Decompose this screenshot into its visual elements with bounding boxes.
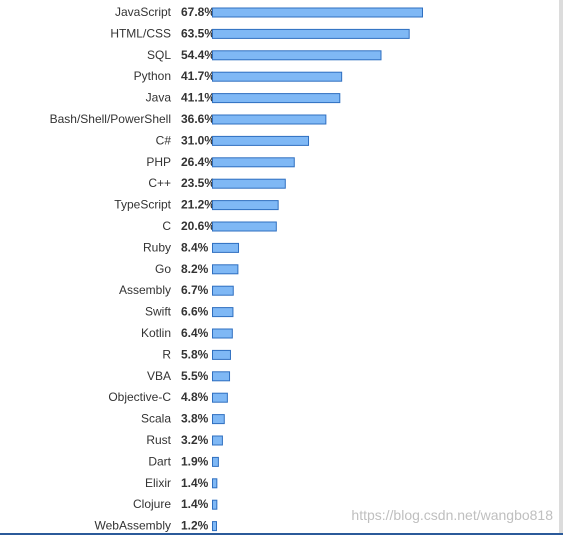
- bar: [212, 221, 277, 232]
- bar: [212, 435, 223, 446]
- category-label: SQL: [147, 48, 171, 62]
- right-border: [559, 0, 563, 535]
- watermark-text: https://blog.csdn.net/wangbo818: [351, 507, 553, 523]
- bar: [212, 7, 423, 18]
- bar: [212, 478, 218, 489]
- value-label: 8.4%: [181, 240, 209, 254]
- value-label: 21.2%: [181, 198, 215, 212]
- bar: [212, 307, 234, 318]
- category-label: Assembly: [119, 283, 171, 297]
- bar: [212, 264, 239, 275]
- value-label: 4.8%: [181, 390, 209, 404]
- value-label: 5.8%: [181, 347, 209, 361]
- bar: [212, 414, 225, 425]
- bar: [212, 178, 286, 189]
- category-label: Java: [146, 91, 172, 105]
- bar: [212, 242, 240, 253]
- category-label: Rust: [146, 433, 171, 447]
- bar: [212, 328, 233, 339]
- category-label: VBA: [147, 369, 171, 383]
- category-label: HTML/CSS: [110, 26, 171, 40]
- bar: [212, 93, 341, 104]
- category-label: Elixir: [145, 476, 171, 490]
- category-label: Dart: [148, 454, 171, 468]
- value-label: 8.2%: [181, 262, 209, 276]
- category-label: Ruby: [143, 240, 171, 254]
- category-label: Bash/Shell/PowerShell: [50, 112, 171, 126]
- category-label: Clojure: [133, 497, 171, 511]
- category-label: JavaScript: [115, 5, 172, 19]
- value-label: 6.7%: [181, 283, 209, 297]
- category-label: PHP: [146, 155, 171, 169]
- bar: [212, 28, 410, 39]
- value-label: 5.5%: [181, 369, 209, 383]
- bar: [212, 392, 228, 403]
- value-label: 41.1%: [181, 91, 215, 105]
- value-label: 3.2%: [181, 433, 209, 447]
- bar: [212, 135, 310, 146]
- bar: [212, 285, 234, 296]
- bar: [212, 349, 231, 360]
- value-label: 54.4%: [181, 48, 215, 62]
- value-label: 1.4%: [181, 476, 209, 490]
- category-label: TypeScript: [114, 198, 171, 212]
- value-label: 6.4%: [181, 326, 209, 340]
- bar: [212, 71, 343, 82]
- category-label: C: [162, 219, 171, 233]
- category-label: Go: [155, 262, 171, 276]
- bar: [212, 521, 217, 532]
- value-label: 1.9%: [181, 454, 209, 468]
- value-label: 20.6%: [181, 219, 215, 233]
- bar: [212, 200, 279, 211]
- value-label: 26.4%: [181, 155, 215, 169]
- bar: [212, 157, 295, 168]
- value-label: 1.4%: [181, 497, 209, 511]
- value-label: 6.6%: [181, 305, 209, 319]
- value-label: 41.7%: [181, 69, 215, 83]
- value-label: 1.2%: [181, 519, 209, 533]
- value-label: 63.5%: [181, 26, 215, 40]
- bar: [212, 456, 219, 467]
- bottom-border: [0, 533, 563, 535]
- category-label: Swift: [145, 305, 172, 319]
- category-label: Scala: [141, 412, 171, 426]
- bar: [212, 499, 218, 510]
- value-label: 36.6%: [181, 112, 215, 126]
- category-label: WebAssembly: [95, 519, 171, 533]
- category-label: Kotlin: [141, 326, 171, 340]
- category-label: R: [162, 347, 171, 361]
- bar: [212, 50, 382, 61]
- value-label: 23.5%: [181, 176, 215, 190]
- value-label: 31.0%: [181, 133, 215, 147]
- category-label: Python: [134, 69, 171, 83]
- bar: [212, 371, 231, 382]
- value-label: 3.8%: [181, 412, 209, 426]
- category-label: C#: [156, 133, 172, 147]
- bar: [212, 114, 327, 125]
- category-label: C++: [148, 176, 171, 190]
- value-label: 67.8%: [181, 5, 215, 19]
- category-label: Objective-C: [108, 390, 171, 404]
